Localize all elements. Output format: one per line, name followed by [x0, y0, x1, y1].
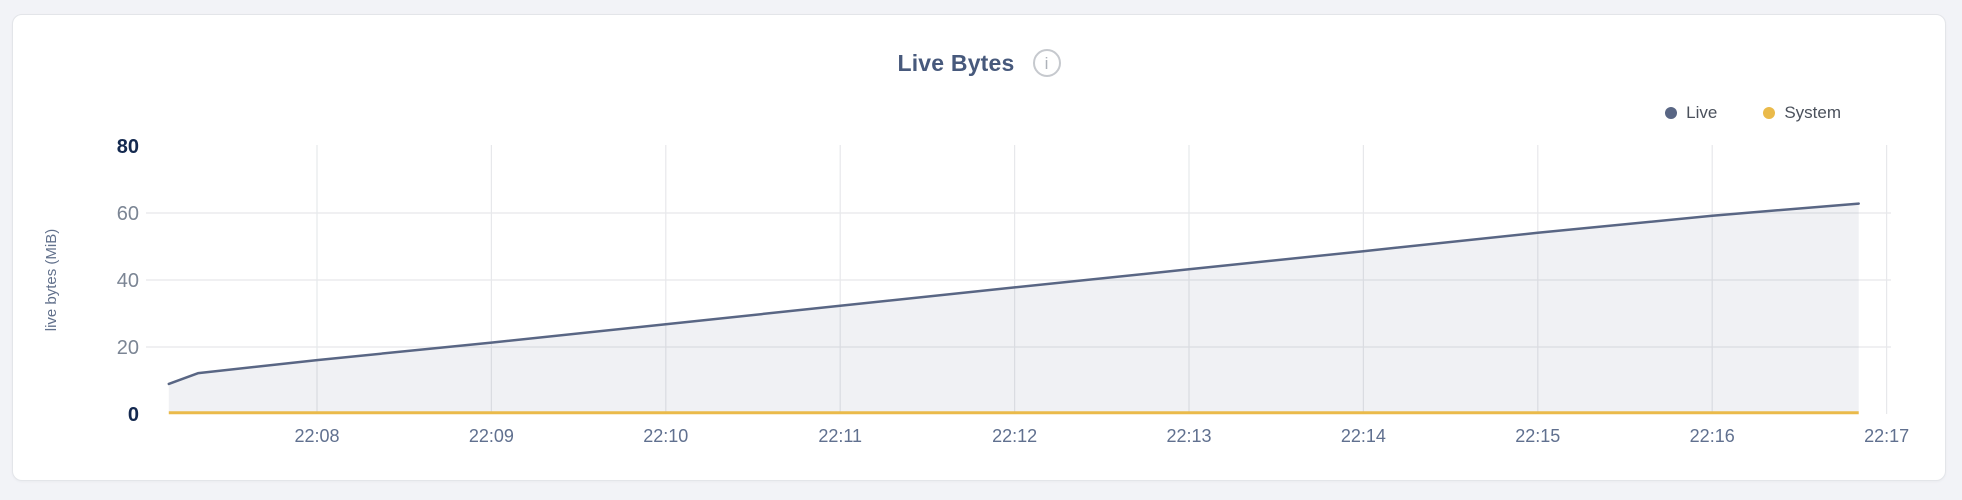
- live-line: [167, 202, 1860, 386]
- legend-item-live[interactable]: Live: [1665, 103, 1717, 123]
- legend: Live System: [1665, 103, 1841, 123]
- x-tick-label: 22:15: [1515, 426, 1560, 446]
- chart-card: Live Bytes i Live System 22:08 22:09 22:10…: [12, 14, 1946, 481]
- chart-title: Live Bytes: [897, 49, 1015, 76]
- x-tick-label: 22:16: [1690, 426, 1735, 446]
- y-tick-label: 80: [117, 136, 139, 158]
- legend-dot-system-icon: [1763, 107, 1776, 119]
- area-chart[interactable]: 22:08 22:09 22:10 22:11 22:12 22:13 22:14 22:15…: [13, 15, 1945, 480]
- y-tick-label: 20: [117, 337, 139, 359]
- x-tick-label: 22:17: [1864, 426, 1909, 446]
- legend-item-system[interactable]: System: [1763, 103, 1841, 123]
- y-tick-label: 60: [117, 203, 139, 225]
- chart-header: Live Bytes i: [13, 49, 1945, 77]
- x-tick-label: 22:10: [643, 426, 688, 446]
- y-tick-label: 40: [117, 270, 139, 292]
- x-tick-label: 22:08: [294, 426, 339, 446]
- live-area: [168, 203, 1859, 414]
- x-tick-label: 22:14: [1341, 426, 1386, 446]
- x-tick-label: 22:12: [992, 426, 1037, 446]
- info-icon[interactable]: i: [1032, 49, 1061, 77]
- y-axis-title: live bytes (MiB): [43, 229, 60, 332]
- legend-label-system: System: [1784, 103, 1841, 122]
- legend-label-live: Live: [1686, 103, 1718, 122]
- legend-dot-live-icon: [1665, 107, 1678, 119]
- x-tick-label: 22:09: [469, 426, 514, 446]
- x-tick-label: 22:13: [1166, 426, 1211, 446]
- x-tick-label: 22:11: [818, 426, 862, 446]
- y-tick-label: 0: [128, 404, 139, 426]
